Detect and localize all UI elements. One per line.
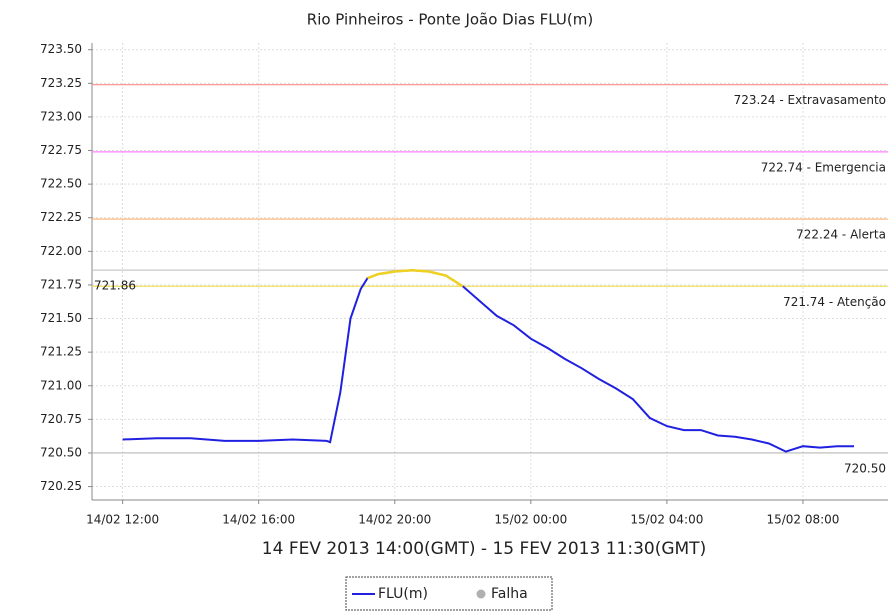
chart-title: Rio Pinheiros - Ponte João Dias FLU(m) (307, 11, 593, 29)
y-tick-label: 720.25 (40, 479, 82, 493)
y-tick-label: 721.75 (40, 277, 82, 291)
x-tick-label: 14/02 12:00 (86, 513, 159, 527)
reference-label: 721.86 (94, 279, 136, 293)
y-tick-label: 721.00 (40, 378, 82, 392)
x-tick-label: 15/02 08:00 (766, 513, 839, 527)
y-tick-label: 723.00 (40, 109, 82, 123)
y-tick-label: 722.75 (40, 143, 82, 157)
y-tick-label: 720.75 (40, 412, 82, 426)
y-tick-label: 722.50 (40, 177, 82, 191)
reference-label: 720.50 (844, 461, 886, 475)
series-line-highlight (367, 268, 464, 288)
y-tick-label: 721.25 (40, 345, 82, 359)
x-tick-label: 14/02 16:00 (222, 513, 295, 527)
legend-swatch (476, 589, 486, 599)
reference-label: 722.24 - Alerta (796, 228, 886, 242)
y-tick-label: 720.50 (40, 445, 82, 459)
series-line (122, 269, 854, 453)
y-tick-label: 721.50 (40, 311, 82, 325)
y-tick-label: 722.00 (40, 244, 82, 258)
reference-label: 723.24 - Extravasamento (734, 93, 886, 107)
legend-label: FLU(m) (378, 586, 428, 602)
legend-box (345, 576, 553, 611)
x-axis-label: 14 FEV 2013 14:00(GMT) - 15 FEV 2013 11:… (262, 539, 706, 559)
legend-label: Falha (491, 586, 528, 602)
reference-label: 722.74 - Emergencia (761, 160, 886, 174)
x-tick-label: 15/02 04:00 (630, 513, 703, 527)
y-tick-label: 723.25 (40, 76, 82, 90)
y-tick-label: 723.50 (40, 42, 82, 56)
x-tick-label: 15/02 00:00 (494, 513, 567, 527)
x-tick-label: 14/02 20:00 (358, 513, 431, 527)
reference-label: 721.74 - Atenção (783, 295, 886, 309)
y-tick-label: 722.25 (40, 210, 82, 224)
